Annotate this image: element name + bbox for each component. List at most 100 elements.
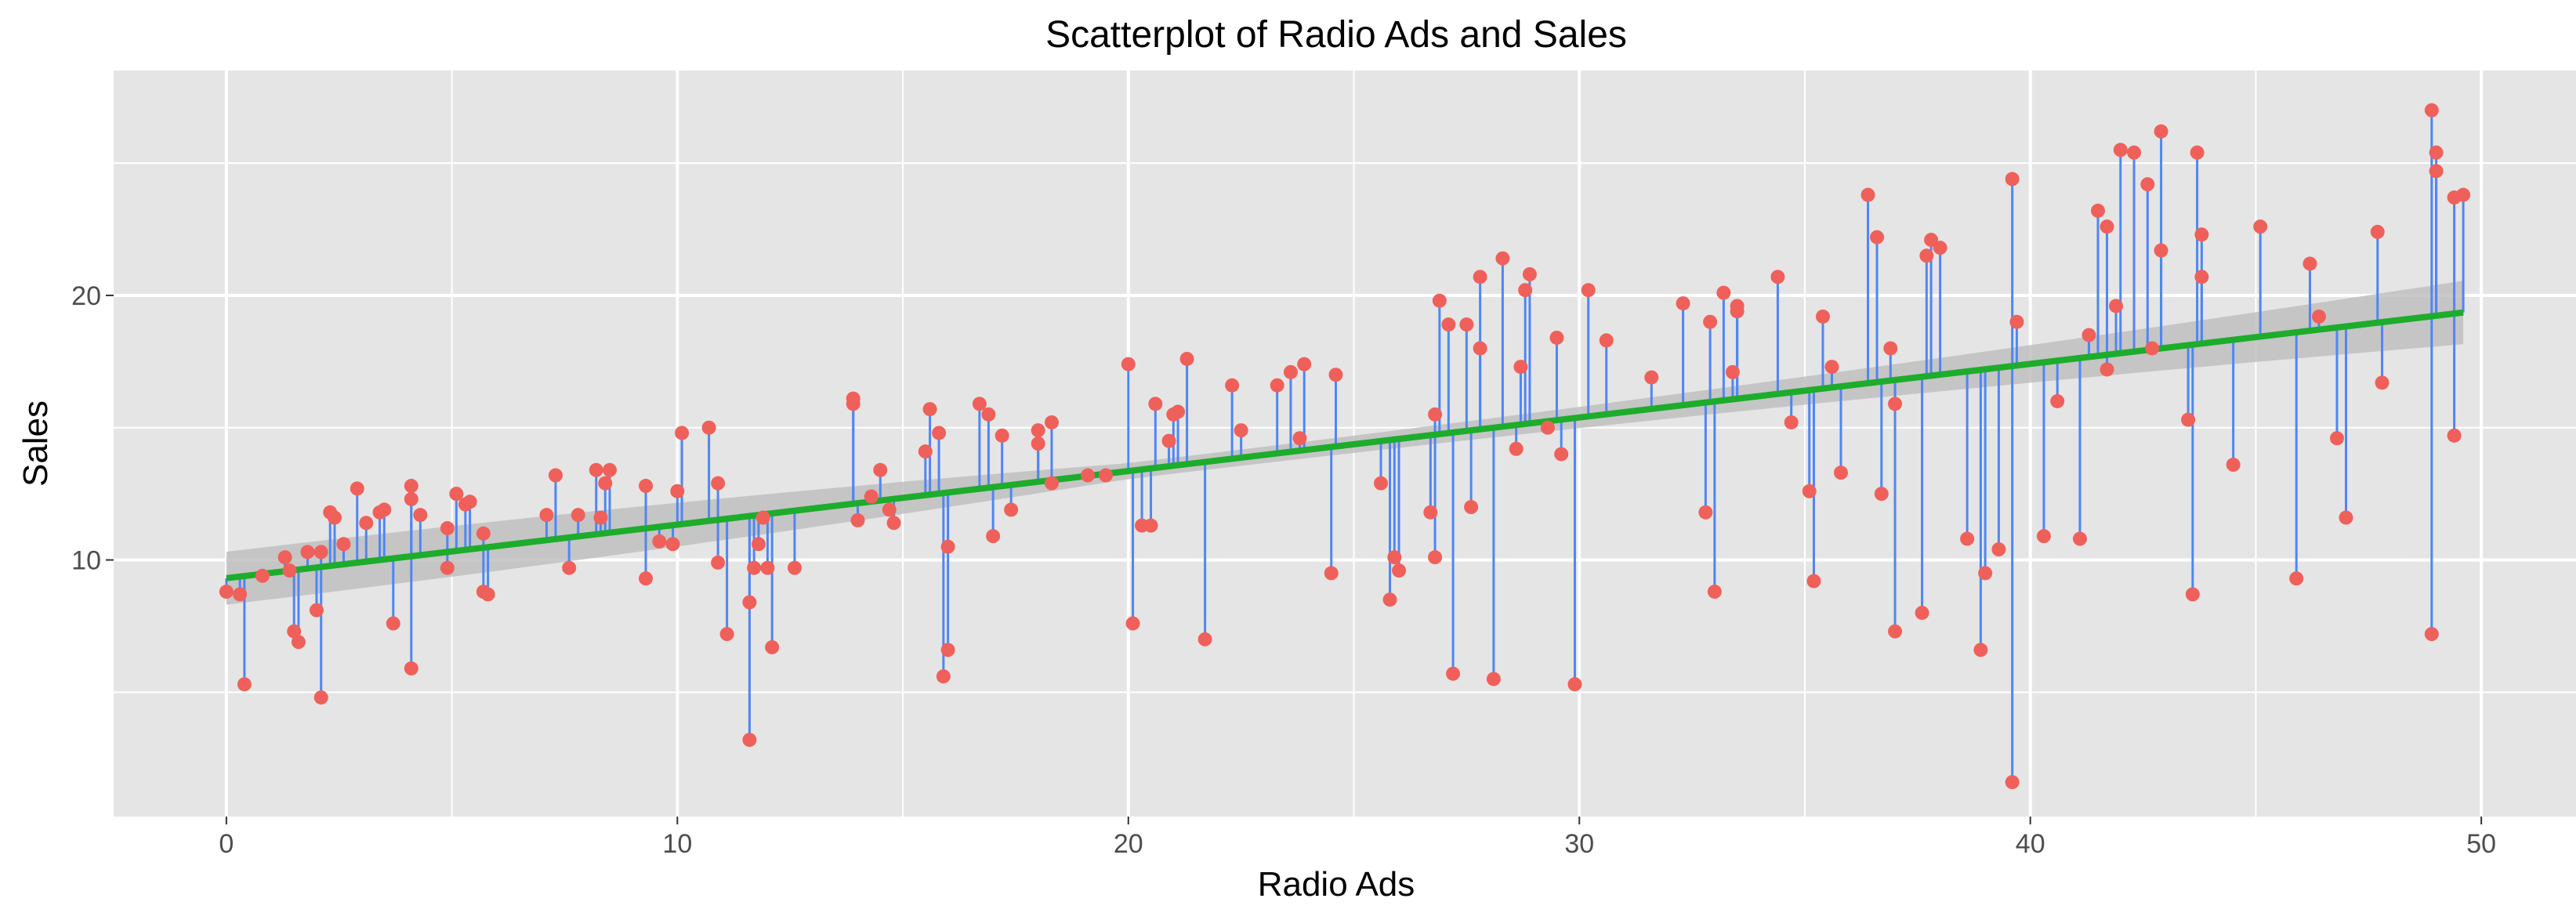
data-point [413,508,428,523]
data-point [1432,293,1447,308]
data-point [940,539,955,554]
data-point [1446,666,1461,681]
data-point [742,595,757,610]
x-tick-label: 20 [1114,829,1143,859]
data-point [711,476,726,491]
data-point [562,560,577,575]
data-points [219,103,2471,790]
data-point [1161,433,1176,448]
data-point [882,502,897,517]
data-point [2140,177,2155,192]
data-point [2154,124,2168,139]
data-point [940,643,955,657]
data-point [1382,592,1397,607]
data-point [2253,219,2268,234]
data-point [2194,270,2209,284]
data-point [1031,423,1045,438]
data-point [1870,230,1885,244]
data-point [1973,643,1988,657]
data-point [1802,484,1817,498]
data-point [1509,441,1523,456]
data-point [291,635,306,650]
data-point [359,516,374,531]
data-point [327,510,342,525]
data-point [995,428,1009,443]
regression-line [226,309,2464,581]
data-point [1270,378,1284,393]
data-point [2429,145,2444,160]
data-point [711,555,726,570]
data-point [1567,677,1582,692]
data-point [850,513,865,527]
data-point [404,661,418,676]
data-point [1179,351,1194,366]
y-tick-label: 20 [71,281,101,311]
data-point [1495,251,1510,266]
data-point [1698,505,1713,520]
data-point [2226,458,2241,473]
data-point [1581,283,1596,298]
data-point [1004,502,1019,517]
data-point [922,402,937,417]
data-point [1044,415,1059,429]
data-point [404,479,418,494]
data-point [440,560,455,575]
data-point [1834,465,1849,480]
data-point [2185,587,2200,602]
data-point [440,521,455,536]
data-point [2289,571,2304,586]
x-axis-title: Radio Ads [1258,865,1415,904]
data-point [639,571,654,586]
data-point [2005,172,2020,187]
data-point [1644,370,1659,385]
data-point [255,568,270,583]
data-point [751,537,766,552]
data-point [986,529,1001,544]
data-point [1148,397,1163,411]
data-point [287,624,302,639]
data-point [377,502,392,517]
data-point [1554,447,1569,462]
data-point [1978,566,1993,581]
data-point [350,481,364,496]
data-point [219,585,234,599]
data-point [404,491,418,506]
data-point [539,508,554,523]
data-point [846,397,860,411]
x-tick-label: 0 [219,829,234,859]
data-point [1324,566,1339,581]
data-point [313,690,328,705]
data-point [237,677,252,692]
data-point [1459,317,1474,332]
data-point [864,489,879,504]
data-point [1874,487,1889,502]
data-point [665,537,680,552]
data-point [1392,563,1407,578]
data-point [675,426,690,440]
data-point [1549,330,1564,345]
data-point [2050,393,2065,408]
data-point [593,510,608,525]
data-point [1283,364,1298,379]
data-point [2109,299,2124,313]
data-point [1428,550,1443,565]
data-point [760,560,775,575]
y-axis: 10 20 [71,281,114,576]
data-point [2447,428,2462,443]
data-point [765,639,780,654]
data-point [2072,531,2087,546]
data-point [282,563,297,578]
data-point [449,487,464,502]
data-point [1522,266,1537,281]
data-point [1031,436,1045,451]
data-point [1991,542,2006,557]
data-point [1888,397,1903,411]
data-point [701,420,716,435]
data-point [1960,531,1975,546]
data-point [2424,627,2439,642]
data-point [277,550,292,565]
data-point [1883,341,1898,356]
data-point [309,603,324,618]
y-tick-label: 10 [71,546,101,576]
data-point [719,627,734,642]
